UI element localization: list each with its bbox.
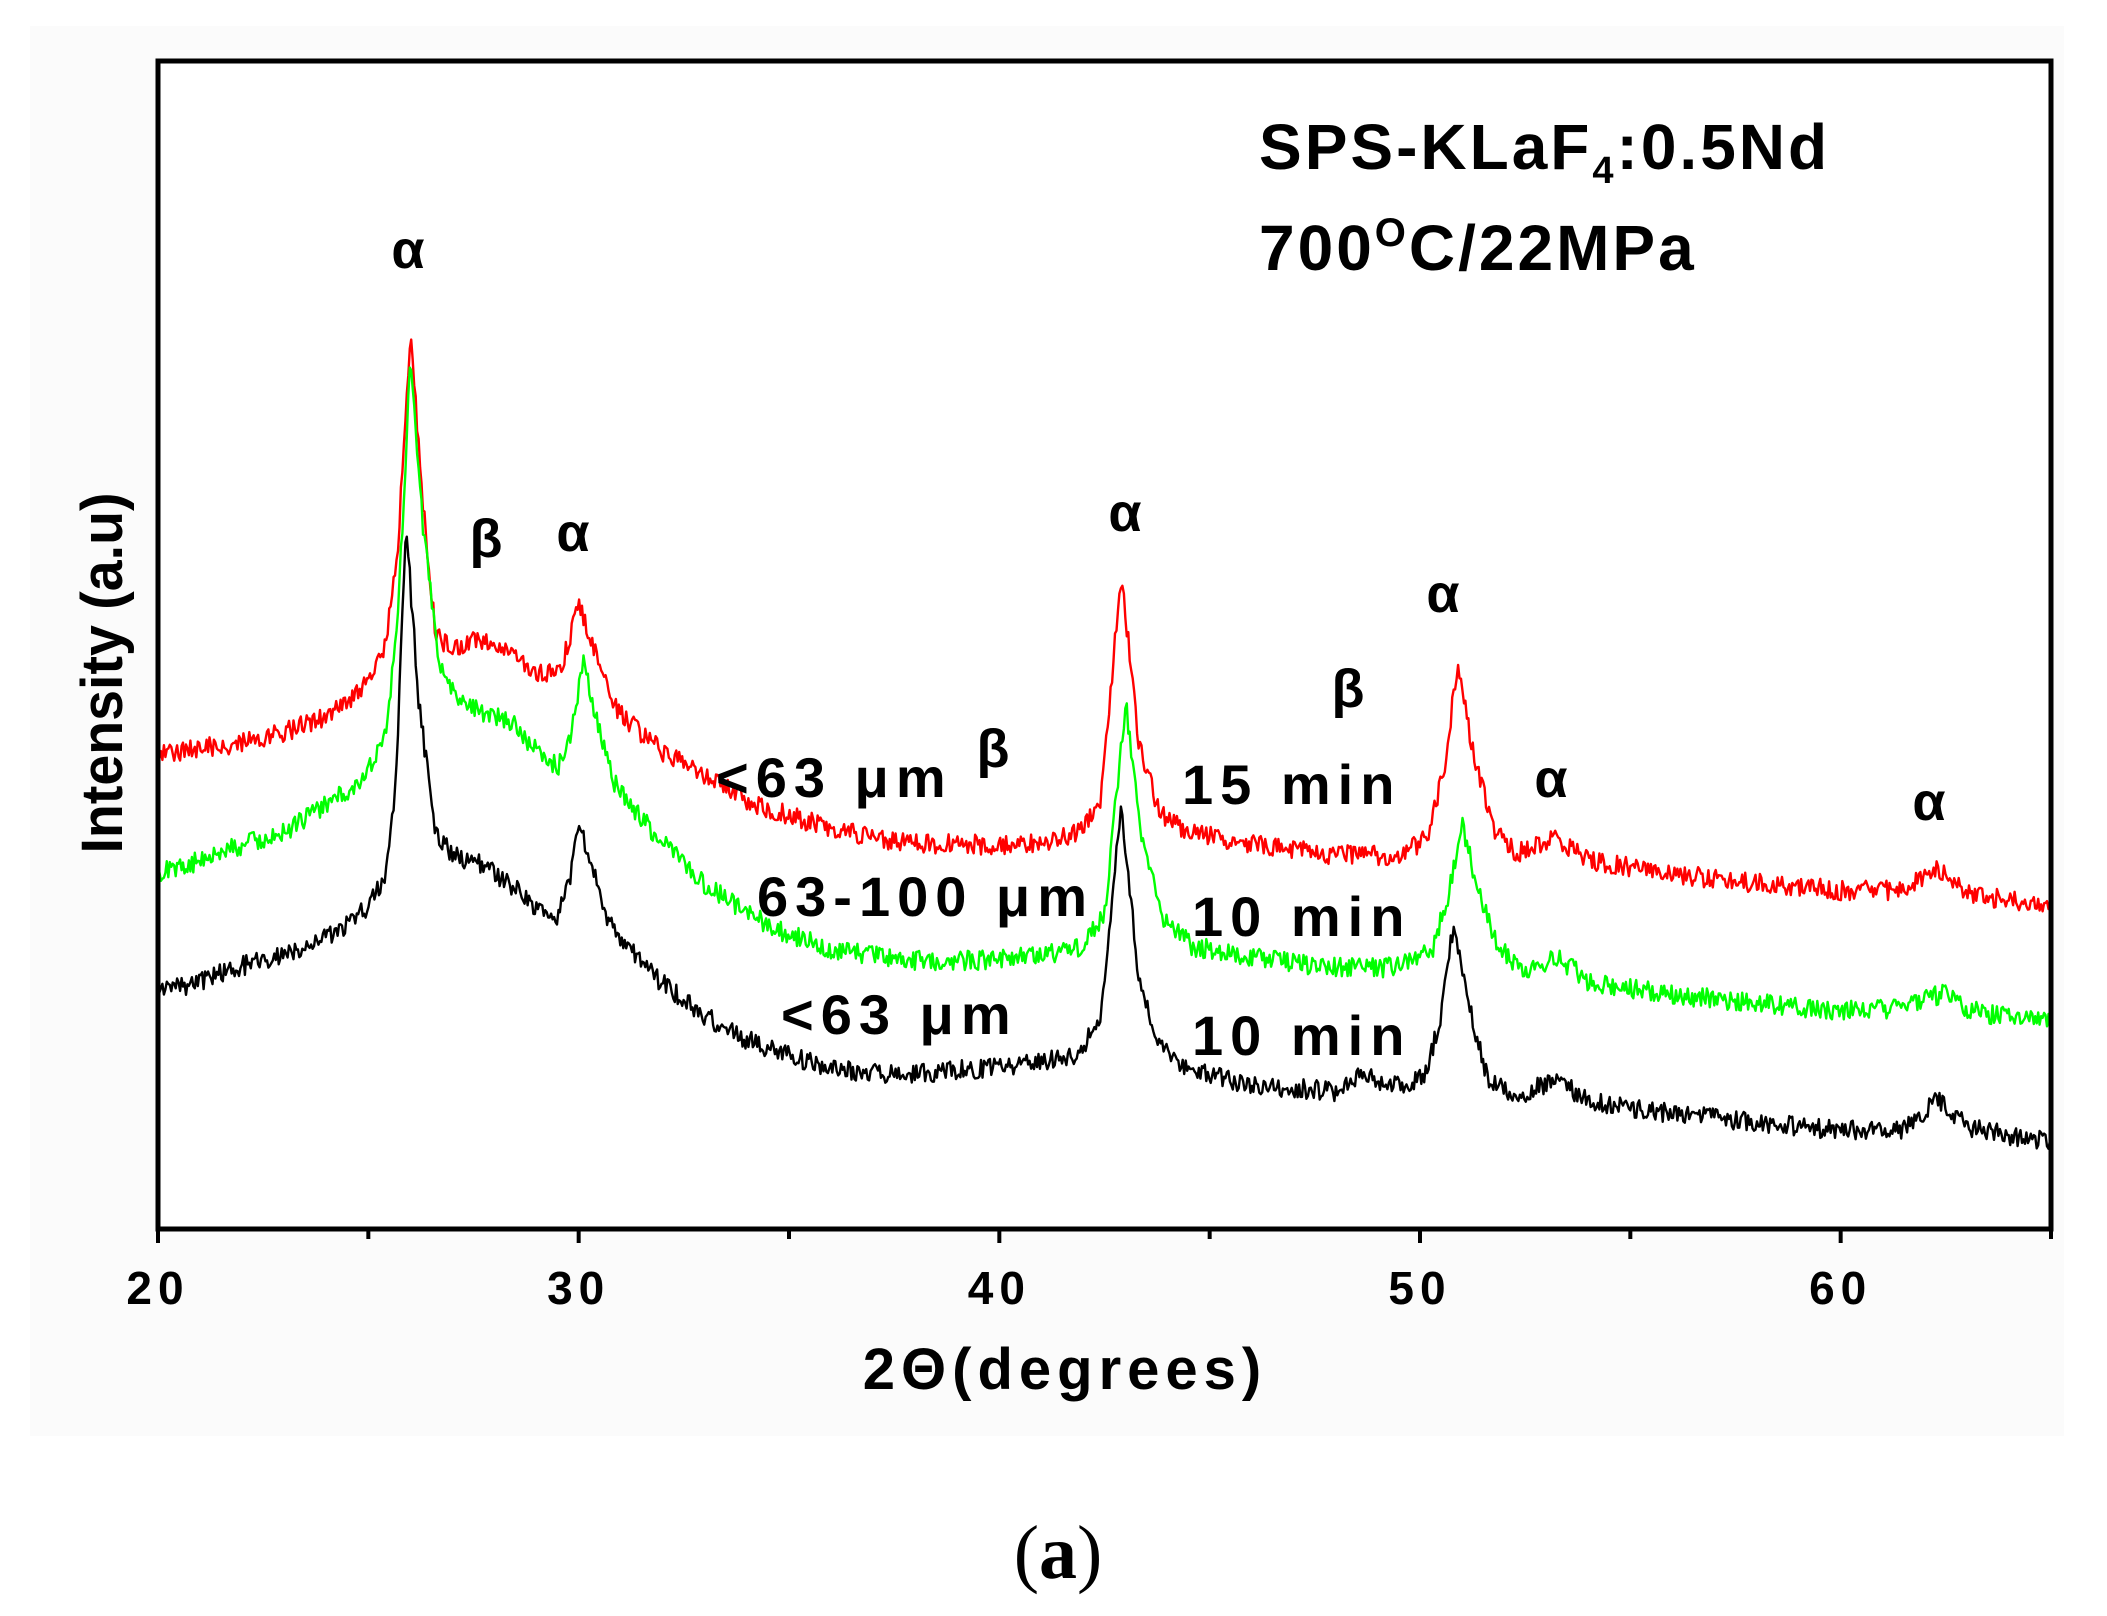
series-1-size-label: <63 μm [716,746,953,809]
xrd-curve-3 [158,535,2051,1150]
caption-open-paren: ( [1014,1511,1039,1595]
peak-label-3: α [556,503,589,563]
chart-subtitle-rest: C/22MPa [1409,212,1697,284]
chart-title-subscript: 4 [1592,150,1616,192]
peak-label-6: β [1332,659,1365,719]
x-tick-label-20: 20 [126,1262,189,1314]
peak-label-9: α [1912,772,1945,832]
peak-label-7: α [1426,564,1459,624]
chart-title-main: SPS-KLaF [1259,111,1592,183]
y-axis-label: Intensity (a.u) [70,493,135,854]
x-axis-ticks: 20 30 40 50 60 [126,1229,2053,1314]
series-1-duration-label: 15 min [1182,753,1401,816]
x-tick-label-60: 60 [1809,1262,1872,1314]
peak-label-1: α [391,220,424,280]
series-layer [158,338,2051,1150]
series-2-duration-label: 10 min [1192,885,1411,948]
x-axis-label: 2Θ(degrees) [863,1337,1267,1402]
x-tick-label-30: 30 [547,1262,610,1314]
xrd-curve-2 [158,366,2051,1030]
plot-area [158,61,2051,1229]
series-2-size-label: 63-100 μm [757,865,1094,928]
caption-letter: a [1039,1511,1077,1595]
figure-caption: (a) [1014,1511,1103,1595]
peak-label-2: β [470,509,503,569]
plot-frame [155,58,2054,1232]
chart-subtitle-superscript: O [1375,211,1409,255]
chart-title: SPS-KLaF4:0.5Nd [1259,111,1830,192]
chart-subtitle: 700OC/22MPa [1259,211,1697,284]
peak-label-8: α [1534,749,1567,809]
peak-label-5: β [977,719,1010,779]
peak-label-4: α [1108,483,1141,543]
series-3-size-label: <63 μm [781,983,1018,1046]
x-tick-label-40: 40 [968,1262,1031,1314]
xrd-curve-1 [158,338,2051,913]
chart-subtitle-main: 700 [1259,212,1375,284]
caption-close-paren: ) [1077,1511,1102,1595]
series-3-duration-label: 10 min [1192,1004,1411,1067]
x-tick-label-50: 50 [1388,1262,1451,1314]
chart-title-rest: :0.5Nd [1617,111,1831,183]
